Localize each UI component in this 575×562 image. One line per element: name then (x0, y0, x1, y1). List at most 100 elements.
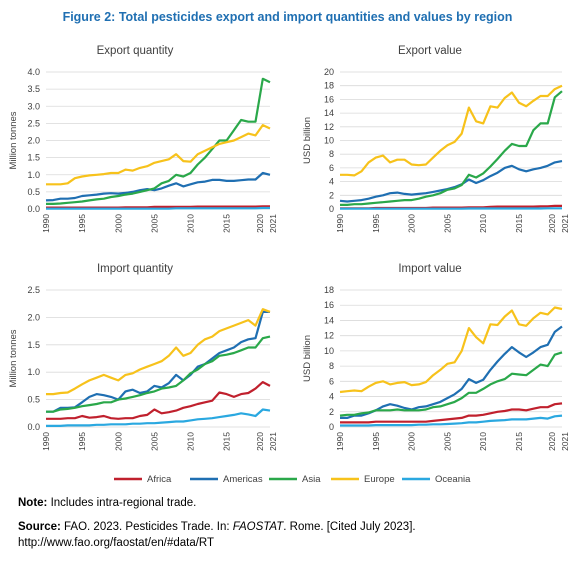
y-tick-label: 0.0 (27, 204, 40, 214)
x-tick-label: 2005 (149, 214, 159, 233)
series-line-europe (340, 84, 563, 177)
chart-title: Import value (398, 263, 461, 275)
x-tick-label: 1995 (371, 432, 381, 451)
x-tick-label: 2021 (268, 214, 278, 233)
y-tick-label: 0 (329, 204, 334, 214)
x-tick-label: 2015 (222, 214, 232, 233)
x-tick-label: 2021 (268, 432, 278, 451)
y-tick-label: 4.0 (27, 67, 40, 77)
y-tick-label: 2 (329, 407, 334, 417)
x-tick-label: 2020 (547, 432, 557, 451)
note-label: Note: (18, 497, 48, 509)
y-tick-label: 10 (324, 346, 334, 356)
legend-label-americas: Americas (223, 474, 263, 485)
series-line-asia (46, 335, 271, 413)
y-axis-label: Million tonnes (8, 111, 19, 169)
note: Note: Includes intra-regional trade. (18, 497, 196, 509)
y-tick-label: 12 (324, 331, 334, 341)
legend-label-oceania: Oceania (435, 474, 471, 485)
chart-title: Import quantity (97, 263, 173, 275)
figure-title: Figure 2: Total pesticides export and im… (62, 10, 513, 24)
legend-label-europe: Europe (364, 474, 395, 485)
y-tick-label: 16 (324, 300, 334, 310)
x-tick-label: 2000 (113, 432, 123, 451)
y-tick-label: 0.5 (27, 395, 40, 405)
y-axis-label: USD billion (302, 335, 313, 382)
source: Source: FAO. 2023. Pesticides Trade. In:… (18, 519, 558, 551)
series-line-africa (46, 381, 271, 420)
x-tick-label: 2010 (478, 432, 488, 451)
x-tick-label: 2010 (186, 432, 196, 451)
y-tick-label: 2 (329, 190, 334, 200)
source-label: Source: (18, 521, 61, 533)
y-tick-label: 4 (329, 392, 334, 402)
x-tick-label: 1990 (41, 432, 51, 451)
y-tick-label: 2.5 (27, 285, 40, 295)
x-tick-label: 1990 (41, 214, 51, 233)
series-line-asia (339, 351, 563, 417)
series-line-oceania (46, 408, 271, 427)
y-tick-label: 10 (324, 136, 334, 146)
x-tick-label: 2010 (478, 214, 488, 233)
series-line-europe (339, 306, 563, 394)
x-tick-label: 2020 (547, 214, 557, 233)
x-tick-label: 2005 (442, 214, 452, 233)
y-tick-label: 16 (324, 94, 334, 104)
x-tick-label: 2000 (113, 214, 123, 233)
x-tick-label: 2010 (186, 214, 196, 233)
series-line-asia (46, 77, 271, 205)
y-tick-label: 8 (329, 361, 334, 371)
series-line-americas (45, 171, 271, 202)
x-tick-label: 2000 (407, 432, 417, 451)
y-tick-label: 2.0 (27, 312, 40, 322)
charts-canvas: Export quantity 0.0 0.5 1.0 1.5 2.0 2.5 3.0 3.5 4… (8, 45, 570, 485)
x-tick-label: 2015 (222, 432, 232, 451)
x-tick-label: 2020 (255, 214, 265, 233)
y-tick-label: 8 (329, 149, 334, 159)
x-tick-label: 1995 (77, 432, 87, 451)
chart-title: Export quantity (97, 45, 174, 57)
y-tick-label: 12 (324, 122, 334, 132)
y-tick-label: 18 (324, 285, 334, 295)
x-tick-label: 1990 (335, 432, 345, 451)
y-tick-label: 4 (329, 177, 334, 187)
x-tick-label: 2020 (255, 432, 265, 451)
y-tick-label: 1.0 (27, 170, 40, 180)
x-tick-label: 1995 (77, 214, 87, 233)
x-tick-label: 2015 (514, 432, 524, 451)
y-tick-label: 20 (324, 67, 334, 77)
y-tick-label: 1.5 (27, 340, 40, 350)
legend-label-asia: Asia (302, 474, 321, 485)
y-tick-label: 14 (324, 315, 334, 325)
y-axis-label: USD billion (302, 117, 313, 164)
legend-label-africa: Africa (147, 474, 172, 485)
y-tick-label: 0.0 (27, 422, 40, 432)
y-tick-label: 6 (329, 376, 334, 386)
y-tick-label: 0.5 (27, 187, 40, 197)
y-tick-label: 14 (324, 108, 334, 118)
x-tick-label: 2015 (514, 214, 524, 233)
y-tick-label: 2.5 (27, 118, 40, 128)
source-italic: FAOSTAT (232, 521, 284, 533)
x-tick-label: 2021 (560, 214, 570, 233)
chart-title: Export value (398, 45, 462, 57)
series-line-europe (46, 308, 271, 396)
y-axis-label: Million tonnes (8, 329, 19, 387)
y-tick-label: 0 (329, 422, 334, 432)
x-tick-label: 2021 (560, 432, 570, 451)
series-line-americas (46, 310, 270, 413)
y-tick-label: 1.5 (27, 153, 40, 163)
x-tick-label: 1990 (335, 214, 345, 233)
x-tick-label: 2000 (407, 214, 417, 233)
note-text: Includes intra-regional trade. (50, 497, 197, 509)
x-tick-label: 2005 (149, 432, 159, 451)
series-line-africa (340, 402, 563, 424)
y-tick-label: 18 (324, 81, 334, 91)
series-line-asia (340, 90, 563, 206)
source-link[interactable]: http://www.fao.org/faostat/en/#data/RT (18, 537, 215, 549)
y-tick-label: 1.0 (27, 367, 40, 377)
y-tick-label: 6 (329, 163, 334, 173)
source-text-2: . Rome. [Cited July 2023]. (283, 521, 416, 533)
x-tick-label: 2005 (442, 432, 452, 451)
series-line-oceania (46, 206, 270, 210)
